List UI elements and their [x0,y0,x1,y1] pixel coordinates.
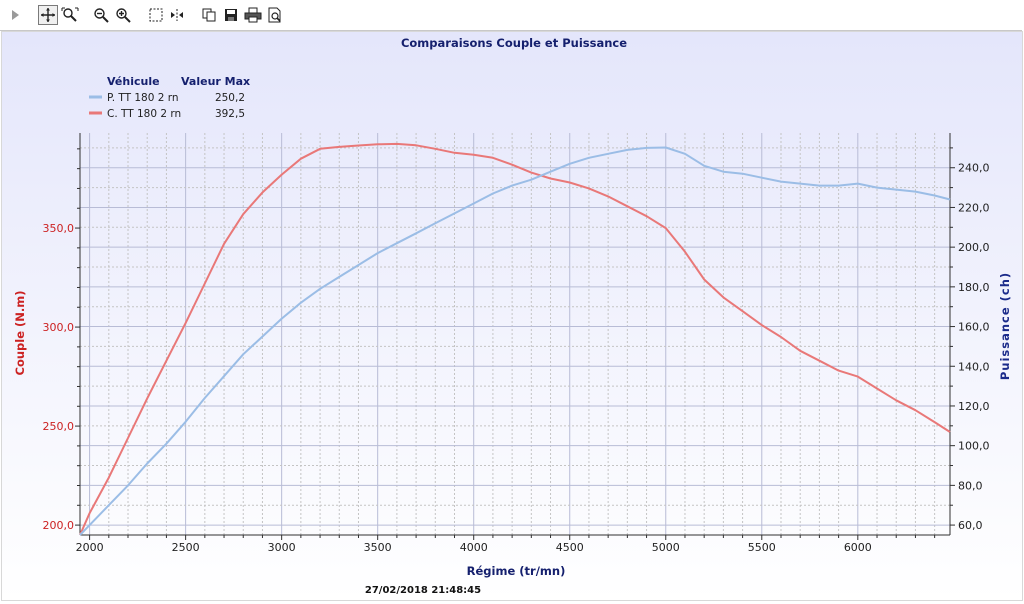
zoom-in-icon[interactable] [114,6,132,24]
legend: Véhicule Valeur Max P. TT 180 2 rn 250,2… [89,75,250,120]
x-tick-label: 3500 [364,541,392,554]
zoom-out-icon[interactable] [92,6,110,24]
x-tick-label: 2500 [172,541,200,554]
x-tick-label: 3000 [268,541,296,554]
grid [80,133,950,535]
left-tick-label: 350,0 [43,222,75,235]
x-tick-label: 5500 [748,541,776,554]
legend-header-max: Valeur Max [181,75,250,88]
right-tick-label: 180,0 [958,281,990,294]
right-tick-label: 200,0 [958,241,990,254]
legend-entry-name: C. TT 180 2 rn [107,108,181,120]
timestamp: 27/02/2018 21:48:45 [365,585,481,596]
save-icon[interactable] [222,6,240,24]
cursor-icon[interactable] [168,6,186,24]
right-tick-label: 60,0 [958,519,983,532]
right-tick-label: 140,0 [958,360,990,373]
copy-icon[interactable] [200,6,218,24]
x-tick-label: 2000 [76,541,104,554]
tick-labels: 200,0 250,0 300,0 350,0 60,0 80,0 100,0 120,0 14… [43,162,990,554]
legend-entry-max: 392,5 [215,108,245,120]
toolbar [0,0,1022,31]
left-axis-label: Couple (N.m) [13,291,27,376]
left-tick-label: 200,0 [43,519,75,532]
chart-title: Comparaisons Couple et Puissance [401,36,627,50]
left-tick-label: 300,0 [43,321,75,334]
print-preview-icon[interactable] [266,6,284,24]
right-tick-label: 240,0 [958,162,990,175]
chart-panel: Comparaisons Couple et Puissance Véhicul… [1,31,1023,601]
chart: Comparaisons Couple et Puissance Véhicul… [13,36,1012,596]
series-layer [79,142,951,536]
print-icon[interactable] [244,6,262,24]
x-axis-label: Régime (tr/mn) [467,564,566,578]
legend-entry-name: P. TT 180 2 rn [107,92,179,104]
right-tick-label: 220,0 [958,201,990,214]
select-icon[interactable] [147,6,165,24]
zoom-area-icon[interactable] [61,6,79,24]
right-tick-label: 100,0 [958,440,990,453]
axes [75,133,955,540]
right-axis-label: Puissance (ch) [998,272,1012,380]
right-tick-label: 120,0 [958,400,990,413]
puissance-series-line [79,146,951,536]
legend-entry-max: 250,2 [215,92,245,104]
x-tick-label: 4500 [556,541,584,554]
pan-icon[interactable] [38,5,58,25]
play-icon[interactable] [6,6,24,24]
legend-header-vehicle: Véhicule [107,75,160,88]
left-tick-label: 250,0 [43,420,75,433]
right-tick-label: 80,0 [958,479,983,492]
x-tick-label: 5000 [652,541,680,554]
couple-series-line [79,142,951,536]
right-tick-label: 160,0 [958,321,990,334]
x-tick-label: 6000 [844,541,872,554]
x-tick-label: 4000 [460,541,488,554]
